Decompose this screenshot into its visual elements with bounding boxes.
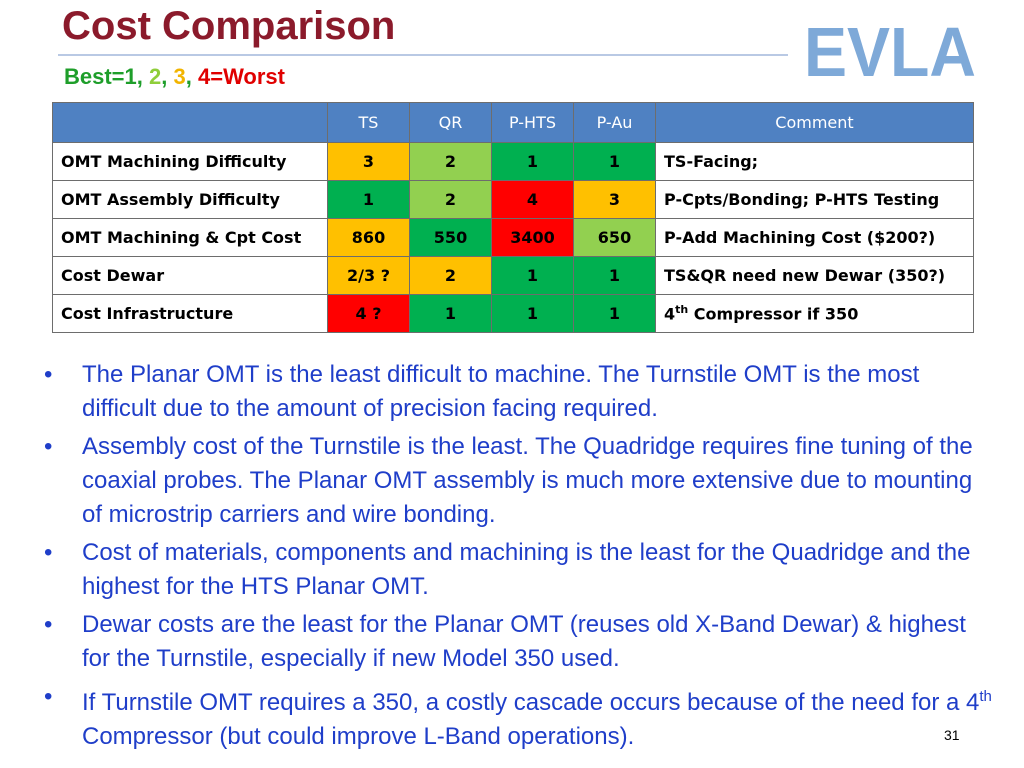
legend-best: Best=1	[64, 64, 137, 89]
score-cell: 4	[491, 180, 574, 219]
row-label: OMT Machining Difficulty	[52, 142, 328, 181]
score-cell: 4 ?	[327, 294, 410, 333]
row-label: OMT Machining & Cpt Cost	[52, 218, 328, 257]
score-cell: 3	[327, 142, 410, 181]
score-cell: 2	[409, 180, 492, 219]
table-row: OMT Assembly Difficulty 1 2 4 3 P-Cpts/Bondin…	[52, 180, 974, 219]
score-cell: 3400	[491, 218, 574, 257]
table-header-cell: P-HTS	[491, 102, 574, 143]
score-cell: 1	[573, 256, 656, 295]
bullet-text: Assembly cost of the Turnstile is the le…	[82, 433, 973, 528]
table-row: OMT Machining & Cpt Cost 860 550 3400 650 P-A…	[52, 218, 974, 257]
row-comment: TS-Facing;	[655, 142, 974, 181]
evla-logo: EVLA	[804, 14, 976, 86]
score-cell: 2	[409, 142, 492, 181]
legend-separator: ,	[185, 64, 198, 89]
table-header-cell: QR	[409, 102, 492, 143]
bullet-item: • If Turnstile OMT requires a 350, a cost…	[44, 680, 994, 754]
bullet-text: Cost of materials, components and machin…	[82, 539, 971, 600]
comment-superscript: th	[675, 303, 689, 317]
comment-text: 4	[664, 304, 676, 324]
row-label: Cost Dewar	[52, 256, 328, 295]
bullet-dot-icon: •	[44, 611, 53, 638]
bullet-dot-icon: •	[44, 539, 53, 566]
legend-separator: ,	[136, 64, 150, 89]
table-row: OMT Machining Difficulty 3 2 1 1 TS-Facing;	[52, 142, 974, 181]
score-cell: 650	[573, 218, 656, 257]
score-cell: 860	[327, 218, 410, 257]
page-number: 31	[944, 727, 960, 743]
legend-worst: 4=Worst	[197, 64, 285, 89]
title-underline	[58, 54, 788, 56]
row-comment: TS&QR need new Dewar (350?)	[655, 256, 974, 295]
table-header-cell: P-Au	[573, 102, 656, 143]
legend-separator: ,	[161, 64, 174, 89]
table-header-cell: Comment	[655, 102, 974, 143]
legend-two: 2	[149, 64, 162, 89]
bullet-text: Dewar costs are the least for the Planar…	[82, 611, 966, 672]
table-body: OMT Machining Difficulty 3 2 1 1 TS-Facing; OM…	[52, 142, 974, 333]
evla-logo-text: EVLA	[804, 14, 976, 86]
cost-comparison-table: TS QR P-HTS P-Au Comment OMT Machining Diffi…	[52, 102, 974, 333]
score-cell: 550	[409, 218, 492, 257]
score-cell: 1	[491, 256, 574, 295]
score-cell: 3	[573, 180, 656, 219]
bullet-list: • The Planar OMT is the least difficult t…	[44, 358, 994, 758]
row-label: OMT Assembly Difficulty	[52, 180, 328, 219]
bullet-dot-icon: •	[44, 361, 53, 388]
bullet-text: The Planar OMT is the least difficult to…	[82, 361, 920, 422]
score-cell: 1	[573, 294, 656, 333]
score-cell: 1	[491, 142, 574, 181]
bullet-item: • Dewar costs are the least for the Plana…	[44, 608, 994, 676]
score-cell: 1	[573, 142, 656, 181]
row-label: Cost Infrastructure	[52, 294, 328, 333]
bullet-dot-icon: •	[44, 683, 53, 710]
rating-legend: Best=1, 2, 3, 4=Worst	[64, 66, 285, 88]
score-cell: 1	[327, 180, 410, 219]
score-cell: 2/3 ?	[327, 256, 410, 295]
row-comment: 4th Compressor if 350	[655, 294, 974, 333]
table-header-row: TS QR P-HTS P-Au Comment	[52, 102, 974, 143]
bullet-dot-icon: •	[44, 433, 53, 460]
slide-title: Cost Comparison	[62, 4, 396, 48]
legend-three: 3	[173, 64, 186, 89]
score-cell: 2	[409, 256, 492, 295]
score-cell: 1	[409, 294, 492, 333]
bullet-item: • Assembly cost of the Turnstile is the l…	[44, 430, 994, 532]
comment-text: Compressor if 350	[688, 304, 859, 324]
table-row: Cost Infrastructure 4 ? 1 1 1 4th Compressor …	[52, 294, 974, 333]
bullet-item: • The Planar OMT is the least difficult t…	[44, 358, 994, 426]
table-header-cell: TS	[327, 102, 410, 143]
row-comment: P-Add Machining Cost ($200?)	[655, 218, 974, 257]
row-comment: P-Cpts/Bonding; P-HTS Testing	[655, 180, 974, 219]
bullet-text: Compressor (but could improve L-Band ope…	[82, 723, 635, 750]
bullet-text: If Turnstile OMT requires a 350, a costl…	[82, 689, 980, 716]
score-cell: 1	[491, 294, 574, 333]
bullet-item: • Cost of materials, components and machi…	[44, 536, 994, 604]
bullet-superscript: th	[979, 688, 992, 705]
table-row: Cost Dewar 2/3 ? 2 1 1 TS&QR need new Dewar (…	[52, 256, 974, 295]
table-header-blank	[52, 102, 328, 143]
